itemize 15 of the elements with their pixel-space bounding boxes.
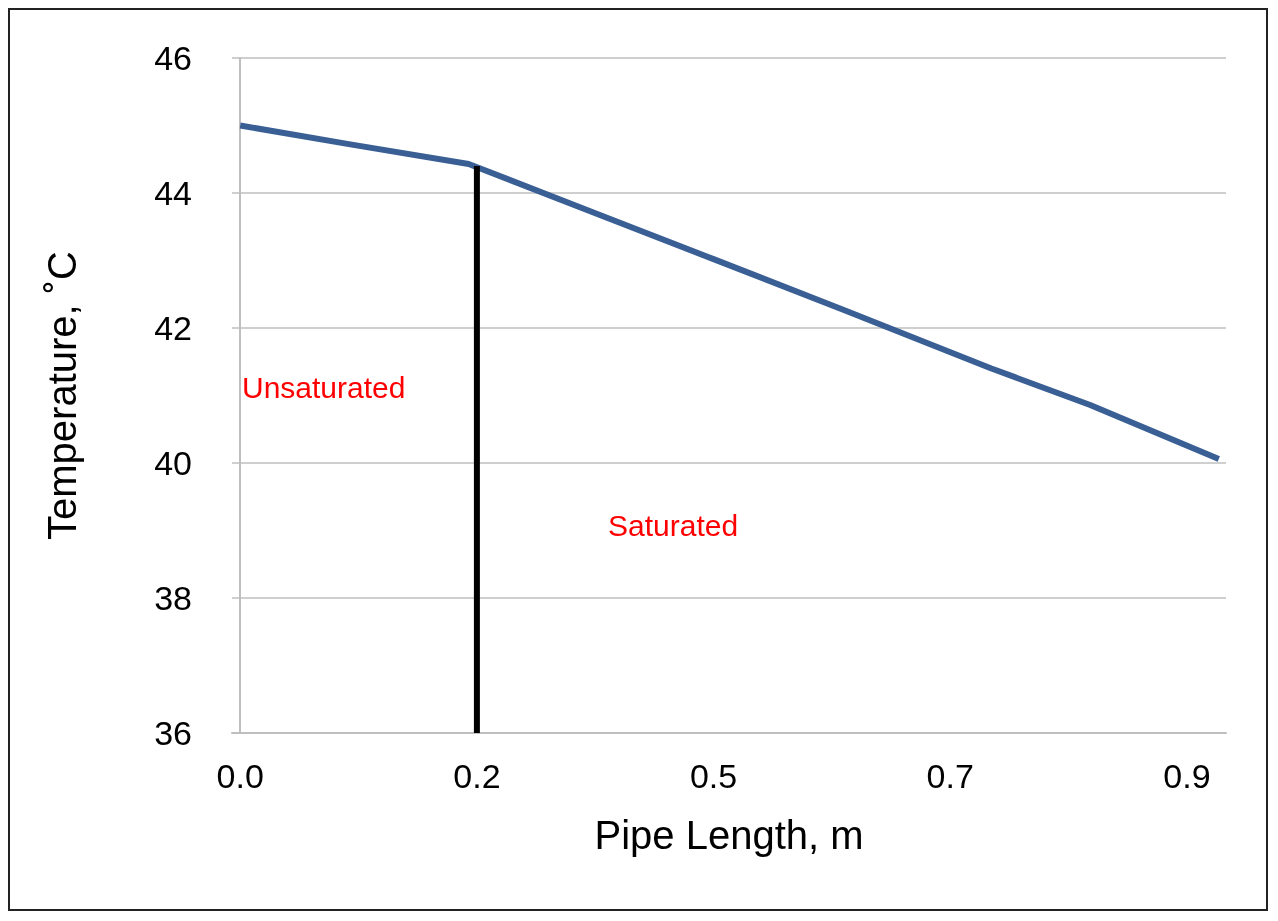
y-tick-label: 42 — [154, 309, 192, 347]
y-tick-label: 46 — [154, 39, 192, 77]
y-tick-label: 40 — [154, 444, 192, 482]
x-tick-label: 0.7 — [926, 757, 974, 795]
annotation: Unsaturated — [242, 370, 406, 404]
y-tick-label: 44 — [154, 174, 192, 212]
x-tick-label: 0.2 — [453, 757, 501, 795]
x-tick-label: 0.5 — [689, 757, 738, 795]
x-axis-title: Pipe Length, m — [594, 813, 864, 857]
y-tick-label: 38 — [154, 579, 192, 617]
y-tick-label: 36 — [154, 714, 192, 752]
y-axis-title: Temperature, ˚C — [40, 251, 84, 540]
x-tick-label: 0.0 — [216, 757, 264, 795]
x-tick-label: 0.9 — [1163, 757, 1211, 795]
annotation: Saturated — [608, 508, 739, 542]
